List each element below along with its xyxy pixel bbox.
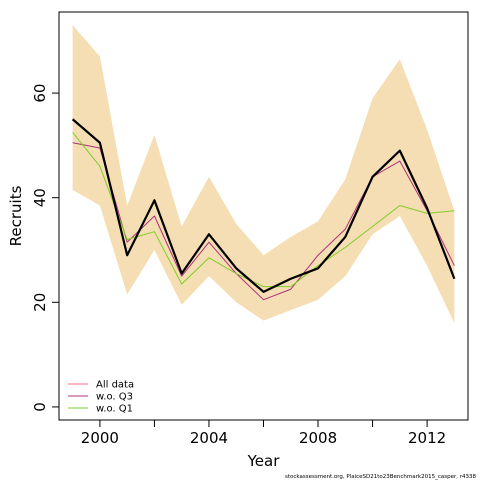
y-tick-label: 0 (31, 402, 49, 412)
legend-label-w-o-q3: w.o. Q3 (96, 392, 133, 403)
x-axis: 2000 2004 2008 2012 (81, 420, 446, 447)
series-layer (71, 118, 456, 301)
y-tick-label: 40 (31, 188, 49, 207)
x-tick-label: 2000 (81, 429, 119, 447)
confidence-band (72, 25, 455, 324)
x-axis-title: Year (247, 452, 281, 470)
y-axis-title: Recruits (7, 185, 25, 246)
x-tick-label: 2012 (408, 429, 446, 447)
series-line-w-o-q3 (72, 142, 455, 301)
legend-label-w-o-q1: w.o. Q1 (96, 404, 133, 415)
legend-label-all-data: All data (96, 380, 134, 391)
x-tick-label: 2004 (190, 429, 228, 447)
y-tick-label: 20 (31, 293, 49, 312)
series-line-all-data (71, 118, 456, 293)
credit-note: stockassessment.org, PlaiceSD21to23Bench… (285, 474, 476, 480)
x-tick-label: 2008 (299, 429, 337, 447)
y-tick-label: 60 (31, 84, 49, 103)
y-axis: 0 20 40 60 (31, 84, 59, 412)
